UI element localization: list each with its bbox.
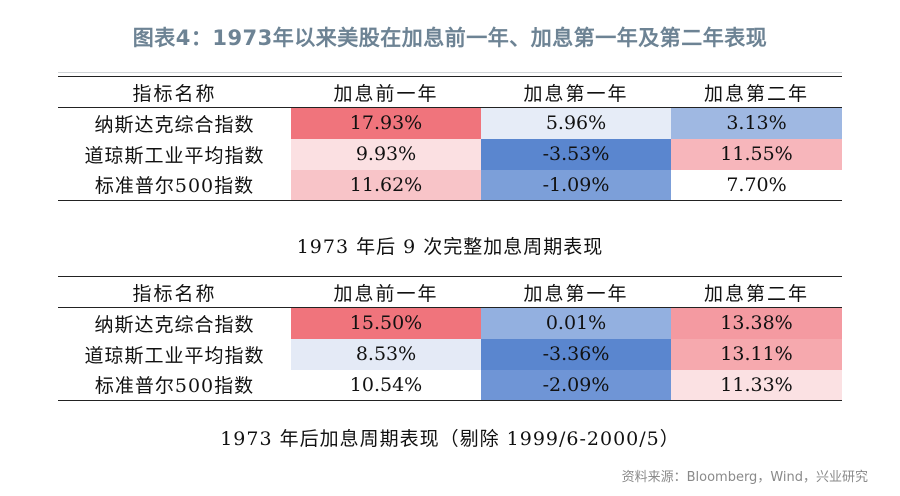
table-2-caption: 1973 年后加息周期表现（剔除 1999/6-2000/5）: [220, 428, 680, 450]
value-cell: 0.01%: [481, 307, 671, 339]
value-cell: 11.62%: [291, 169, 481, 201]
row-label: 纳斯达克综合指数: [94, 313, 255, 336]
row-label: 道琼斯工业平均指数: [84, 144, 265, 167]
table-row-dow-jones: 道琼斯工业平均指数 8.53% -3.36% 13.11%: [58, 338, 842, 370]
table-row-sp500: 标准普尔500指数 10.54% -2.09% 11.33%: [58, 369, 842, 401]
table-header-row: 指标名称 加息前一年 加息第一年 加息第二年: [58, 276, 842, 308]
header-first-year-hike: 加息第一年: [523, 82, 629, 105]
value-cell: 11.55%: [671, 138, 842, 170]
value-cell: 10.54%: [291, 369, 481, 401]
row-label: 标准普尔500指数: [94, 175, 255, 198]
value-cell: 7.70%: [671, 169, 842, 201]
table-row-nasdaq: 纳斯达克综合指数 15.50% 0.01% 13.38%: [58, 307, 842, 339]
header-indicator-name: 指标名称: [132, 282, 217, 305]
table-row-sp500: 标准普尔500指数 11.62% -1.09% 7.70%: [58, 169, 842, 201]
value-cell: -3.36%: [481, 338, 671, 370]
header-second-year-hike: 加息第二年: [703, 82, 809, 105]
value-cell: -3.53%: [481, 138, 671, 170]
header-year-before-hike: 加息前一年: [333, 282, 439, 305]
value-cell: 3.13%: [671, 107, 842, 139]
header-year-before-hike: 加息前一年: [333, 82, 439, 105]
row-label: 标准普尔500指数: [94, 375, 255, 398]
table-1-caption: 1973 年后 9 次完整加息周期表现: [296, 236, 604, 258]
value-cell: 13.11%: [671, 338, 842, 370]
table-header-row: 指标名称 加息前一年 加息第一年 加息第二年: [58, 76, 842, 108]
header-indicator-name: 指标名称: [132, 82, 217, 105]
value-cell: 17.93%: [291, 107, 481, 139]
row-label: 纳斯达克综合指数: [94, 113, 255, 136]
value-cell: -2.09%: [481, 369, 671, 401]
value-cell: -1.09%: [481, 169, 671, 201]
table-row-nasdaq: 纳斯达克综合指数 17.93% 5.96% 3.13%: [58, 107, 842, 139]
row-label: 道琼斯工业平均指数: [84, 344, 265, 367]
title-divider: [58, 72, 842, 73]
value-cell: 13.38%: [671, 307, 842, 339]
figure-title: 图表4：1973年以来美股在加息前一年、加息第一年及第二年表现: [132, 26, 768, 50]
table-row-dow-jones: 道琼斯工业平均指数 9.93% -3.53% 11.55%: [58, 138, 842, 170]
header-first-year-hike: 加息第一年: [523, 282, 629, 305]
source-note: 资料来源：Bloomberg，Wind，兴业研究: [621, 470, 868, 485]
value-cell: 9.93%: [291, 138, 481, 170]
value-cell: 8.53%: [291, 338, 481, 370]
value-cell: 5.96%: [481, 107, 671, 139]
performance-table-2: 指标名称 加息前一年 加息第一年 加息第二年 纳斯达克综合指数 15.50% 0…: [58, 276, 842, 401]
performance-table-1: 指标名称 加息前一年 加息第一年 加息第二年 纳斯达克综合指数 17.93% 5…: [58, 76, 842, 201]
value-cell: 15.50%: [291, 307, 481, 339]
value-cell: 11.33%: [671, 369, 842, 401]
header-second-year-hike: 加息第二年: [703, 282, 809, 305]
